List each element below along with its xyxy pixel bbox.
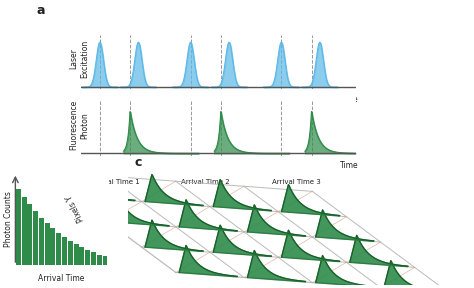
Text: c: c <box>135 156 142 169</box>
Bar <box>73 244 79 265</box>
Polygon shape <box>282 230 339 262</box>
Polygon shape <box>213 179 271 211</box>
Bar <box>91 252 96 265</box>
Polygon shape <box>77 169 135 201</box>
Y-axis label: Laser
Excitation: Laser Excitation <box>70 40 89 78</box>
Polygon shape <box>316 210 374 241</box>
Y-axis label: Photon Counts: Photon Counts <box>4 191 13 247</box>
Polygon shape <box>145 220 203 251</box>
Bar <box>51 228 55 265</box>
Bar <box>102 256 108 265</box>
Text: a: a <box>36 4 45 17</box>
Polygon shape <box>384 261 442 288</box>
Polygon shape <box>247 251 305 282</box>
Text: Arrival Time 2: Arrival Time 2 <box>182 179 230 185</box>
Text: Arrival Time 1: Arrival Time 1 <box>91 179 139 185</box>
Polygon shape <box>179 245 237 277</box>
Polygon shape <box>213 225 271 257</box>
Bar <box>27 204 32 265</box>
Text: Arrival Time: Arrival Time <box>38 274 85 283</box>
Text: Pixels Y: Pixels Y <box>64 193 85 223</box>
Bar <box>68 241 73 265</box>
Bar <box>97 255 101 265</box>
Bar <box>16 189 21 265</box>
Bar <box>22 197 27 265</box>
Bar <box>33 211 38 265</box>
Polygon shape <box>179 200 237 231</box>
Bar <box>45 223 50 265</box>
Bar <box>62 237 67 265</box>
Bar <box>56 233 61 265</box>
Polygon shape <box>111 195 169 226</box>
Polygon shape <box>247 205 305 236</box>
Y-axis label: Fluorescence
Photon: Fluorescence Photon <box>70 100 89 150</box>
Text: Arrival Time 3: Arrival Time 3 <box>272 179 321 185</box>
Bar <box>39 218 44 265</box>
Bar <box>80 247 84 265</box>
Polygon shape <box>282 185 339 216</box>
Text: Time: Time <box>340 161 358 170</box>
Bar <box>85 250 90 265</box>
Polygon shape <box>316 255 374 287</box>
Polygon shape <box>145 175 203 206</box>
Text: Time: Time <box>340 95 358 104</box>
Polygon shape <box>350 235 408 267</box>
